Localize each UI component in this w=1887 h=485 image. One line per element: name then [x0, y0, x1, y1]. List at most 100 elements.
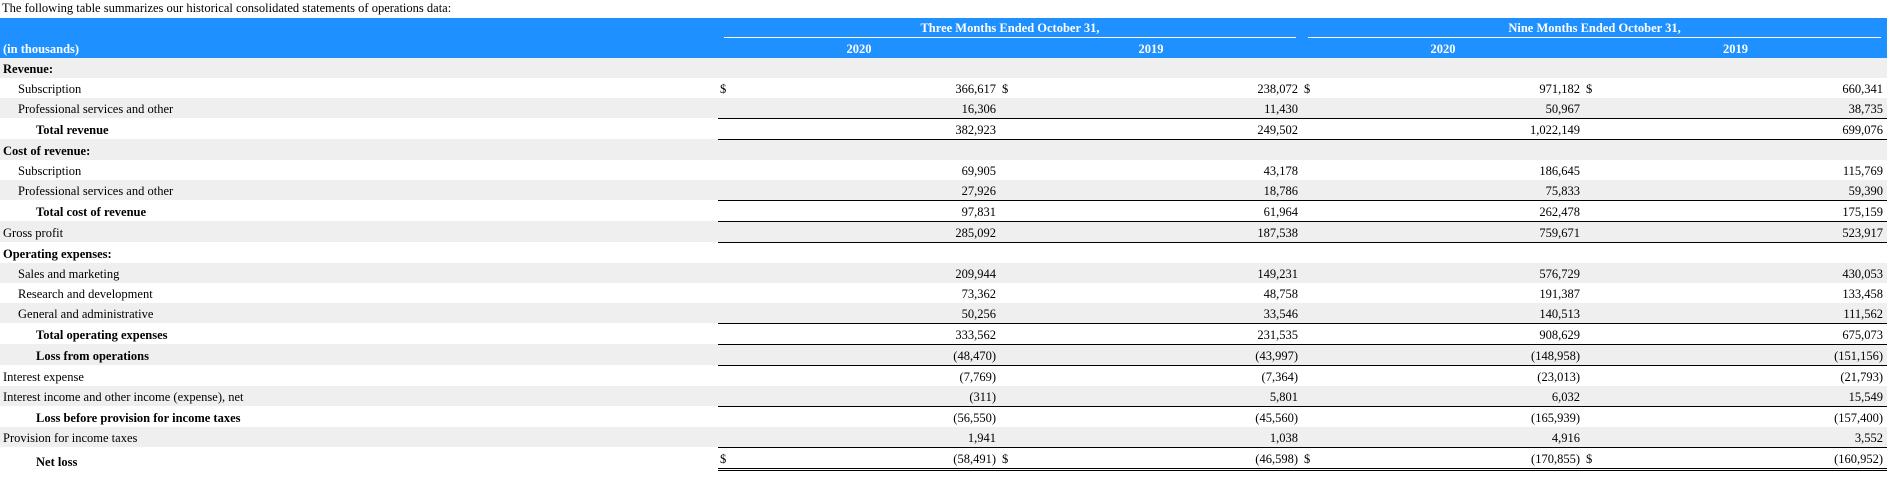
row-label: Interest income and other income (expens…: [0, 386, 718, 406]
cell-value: 73,362: [961, 287, 996, 301]
row-label: Subscription: [18, 82, 82, 96]
cell-value: 1,022,149: [1322, 118, 1584, 139]
table-row: Cost of revenue:: [0, 139, 1887, 160]
currency-symbol: $: [718, 447, 738, 471]
cell-value: (170,855): [1322, 447, 1584, 471]
year-header: 2020: [1302, 38, 1584, 58]
cell-value: (45,560): [1020, 406, 1302, 427]
cell-value: (21,793): [1604, 365, 1887, 386]
row-label: Professional services and other: [0, 98, 718, 118]
table-row: Interest expense (7,769) (7,364) (23,013…: [0, 365, 1887, 386]
cell-value: 18,786: [1020, 180, 1302, 200]
cell-value: 191,387: [1539, 287, 1580, 301]
currency-symbol: $: [720, 82, 727, 96]
cell-value: 908,629: [1322, 323, 1584, 344]
cell-value: (165,939): [1322, 406, 1584, 427]
cell-value: 69,905: [961, 164, 996, 178]
cell-value: (7,769): [738, 365, 1000, 386]
cell-value: 149,231: [1020, 263, 1302, 283]
cell-value: 115,769: [1842, 164, 1884, 178]
cell-value: 5,801: [1020, 386, 1302, 406]
row-label: General and administrative: [0, 303, 718, 323]
header-row-years: (in thousands) 2020 2019 2020 2019: [0, 38, 1887, 58]
row-label: Net loss: [36, 455, 78, 469]
cell-value: 382,923: [738, 118, 1000, 139]
cell-value: 15,549: [1604, 386, 1887, 406]
header-row-periods: Three Months Ended October 31, Nine Mont…: [0, 18, 1887, 38]
currency-symbol: $: [1304, 82, 1311, 96]
cell-value: 186,645: [1539, 164, 1580, 178]
cell-value: 50,256: [738, 303, 1000, 323]
cell-value: (160,952): [1604, 447, 1887, 471]
cell-value: 38,735: [1604, 98, 1887, 118]
section-heading: Cost of revenue:: [0, 139, 718, 160]
cell-value: 97,831: [738, 200, 1000, 221]
cell-value: (23,013): [1322, 365, 1584, 386]
table-row: Subscription 69,905 43,178 186,645 115,7…: [0, 160, 1887, 180]
cell-value: 238,072: [1257, 82, 1298, 96]
table-row: Total revenue 382,923 249,502 1,022,149 …: [0, 118, 1887, 139]
cell-value: 759,671: [1322, 221, 1584, 242]
cell-value: 333,562: [738, 323, 1000, 344]
cell-value: 523,917: [1604, 221, 1887, 242]
row-label: Subscription: [18, 164, 82, 178]
currency-symbol: $: [1584, 447, 1604, 471]
table-row: Loss from operations (48,470) (43,997) (…: [0, 344, 1887, 365]
cell-value: 4,916: [1322, 427, 1584, 447]
table-row: Operating expenses:: [0, 242, 1887, 263]
cell-value: (46,598): [1020, 447, 1302, 471]
cell-value: 231,535: [1020, 323, 1302, 344]
table-row: Net loss $ (58,491) $ (46,598) $ (170,85…: [0, 447, 1887, 471]
currency-symbol: $: [1302, 447, 1322, 471]
cell-value: 366,617: [955, 82, 996, 96]
cell-value: 249,502: [1020, 118, 1302, 139]
table-row: Revenue:: [0, 58, 1887, 78]
cell-value: (157,400): [1604, 406, 1887, 427]
cell-value: 285,092: [738, 221, 1000, 242]
cell-value: 262,478: [1322, 200, 1584, 221]
cell-value: 699,076: [1604, 118, 1887, 139]
unit-label: (in thousands): [0, 38, 718, 58]
cell-value: 133,458: [1842, 287, 1884, 301]
cell-value: 1,941: [738, 427, 1000, 447]
table-row: Professional services and other 27,926 1…: [0, 180, 1887, 200]
row-label: Gross profit: [0, 221, 718, 242]
currency-symbol: $: [1000, 447, 1020, 471]
currency-symbol: $: [1586, 82, 1593, 96]
table-row: Total cost of revenue 97,831 61,964 262,…: [0, 200, 1887, 221]
row-label: Sales and marketing: [0, 263, 718, 283]
cell-value: 50,967: [1322, 98, 1584, 118]
row-label: Loss from operations: [0, 344, 718, 365]
table-row: Gross profit 285,092 187,538 759,671 523…: [0, 221, 1887, 242]
cell-value: 1,038: [1020, 427, 1302, 447]
cell-value: (151,156): [1604, 344, 1887, 365]
cell-value: (58,491): [738, 447, 1000, 471]
cell-value: 59,390: [1604, 180, 1887, 200]
cell-value: 576,729: [1322, 263, 1584, 283]
cell-value: 140,513: [1322, 303, 1584, 323]
cell-value: 430,053: [1604, 263, 1887, 283]
cell-value: 6,032: [1322, 386, 1584, 406]
row-label: Provision for income taxes: [0, 427, 718, 447]
cell-value: (7,364): [1020, 365, 1302, 386]
section-heading: Revenue:: [0, 58, 718, 78]
row-label: Research and development: [18, 287, 153, 301]
cell-value: 111,562: [1604, 303, 1887, 323]
cell-value: 660,341: [1842, 82, 1884, 96]
table-row: Total operating expenses 333,562 231,535…: [0, 323, 1887, 344]
cell-value: 27,926: [738, 180, 1000, 200]
table-row: General and administrative 50,256 33,546…: [0, 303, 1887, 323]
cell-value: 971,182: [1539, 82, 1580, 96]
row-label: Professional services and other: [0, 180, 718, 200]
cell-value: 209,944: [738, 263, 1000, 283]
cell-value: (56,550): [738, 406, 1000, 427]
group-header-nine-months: Nine Months Ended October 31,: [1308, 19, 1882, 38]
cell-value: (43,997): [1020, 344, 1302, 365]
table-row: Professional services and other 16,306 1…: [0, 98, 1887, 118]
table-row: Research and development 73,362 48,758 1…: [0, 283, 1887, 303]
section-heading: Operating expenses:: [3, 247, 112, 261]
cell-value: (311): [738, 386, 1000, 406]
cell-value: (148,958): [1322, 344, 1584, 365]
currency-symbol: $: [1002, 82, 1009, 96]
cell-value: 33,546: [1020, 303, 1302, 323]
